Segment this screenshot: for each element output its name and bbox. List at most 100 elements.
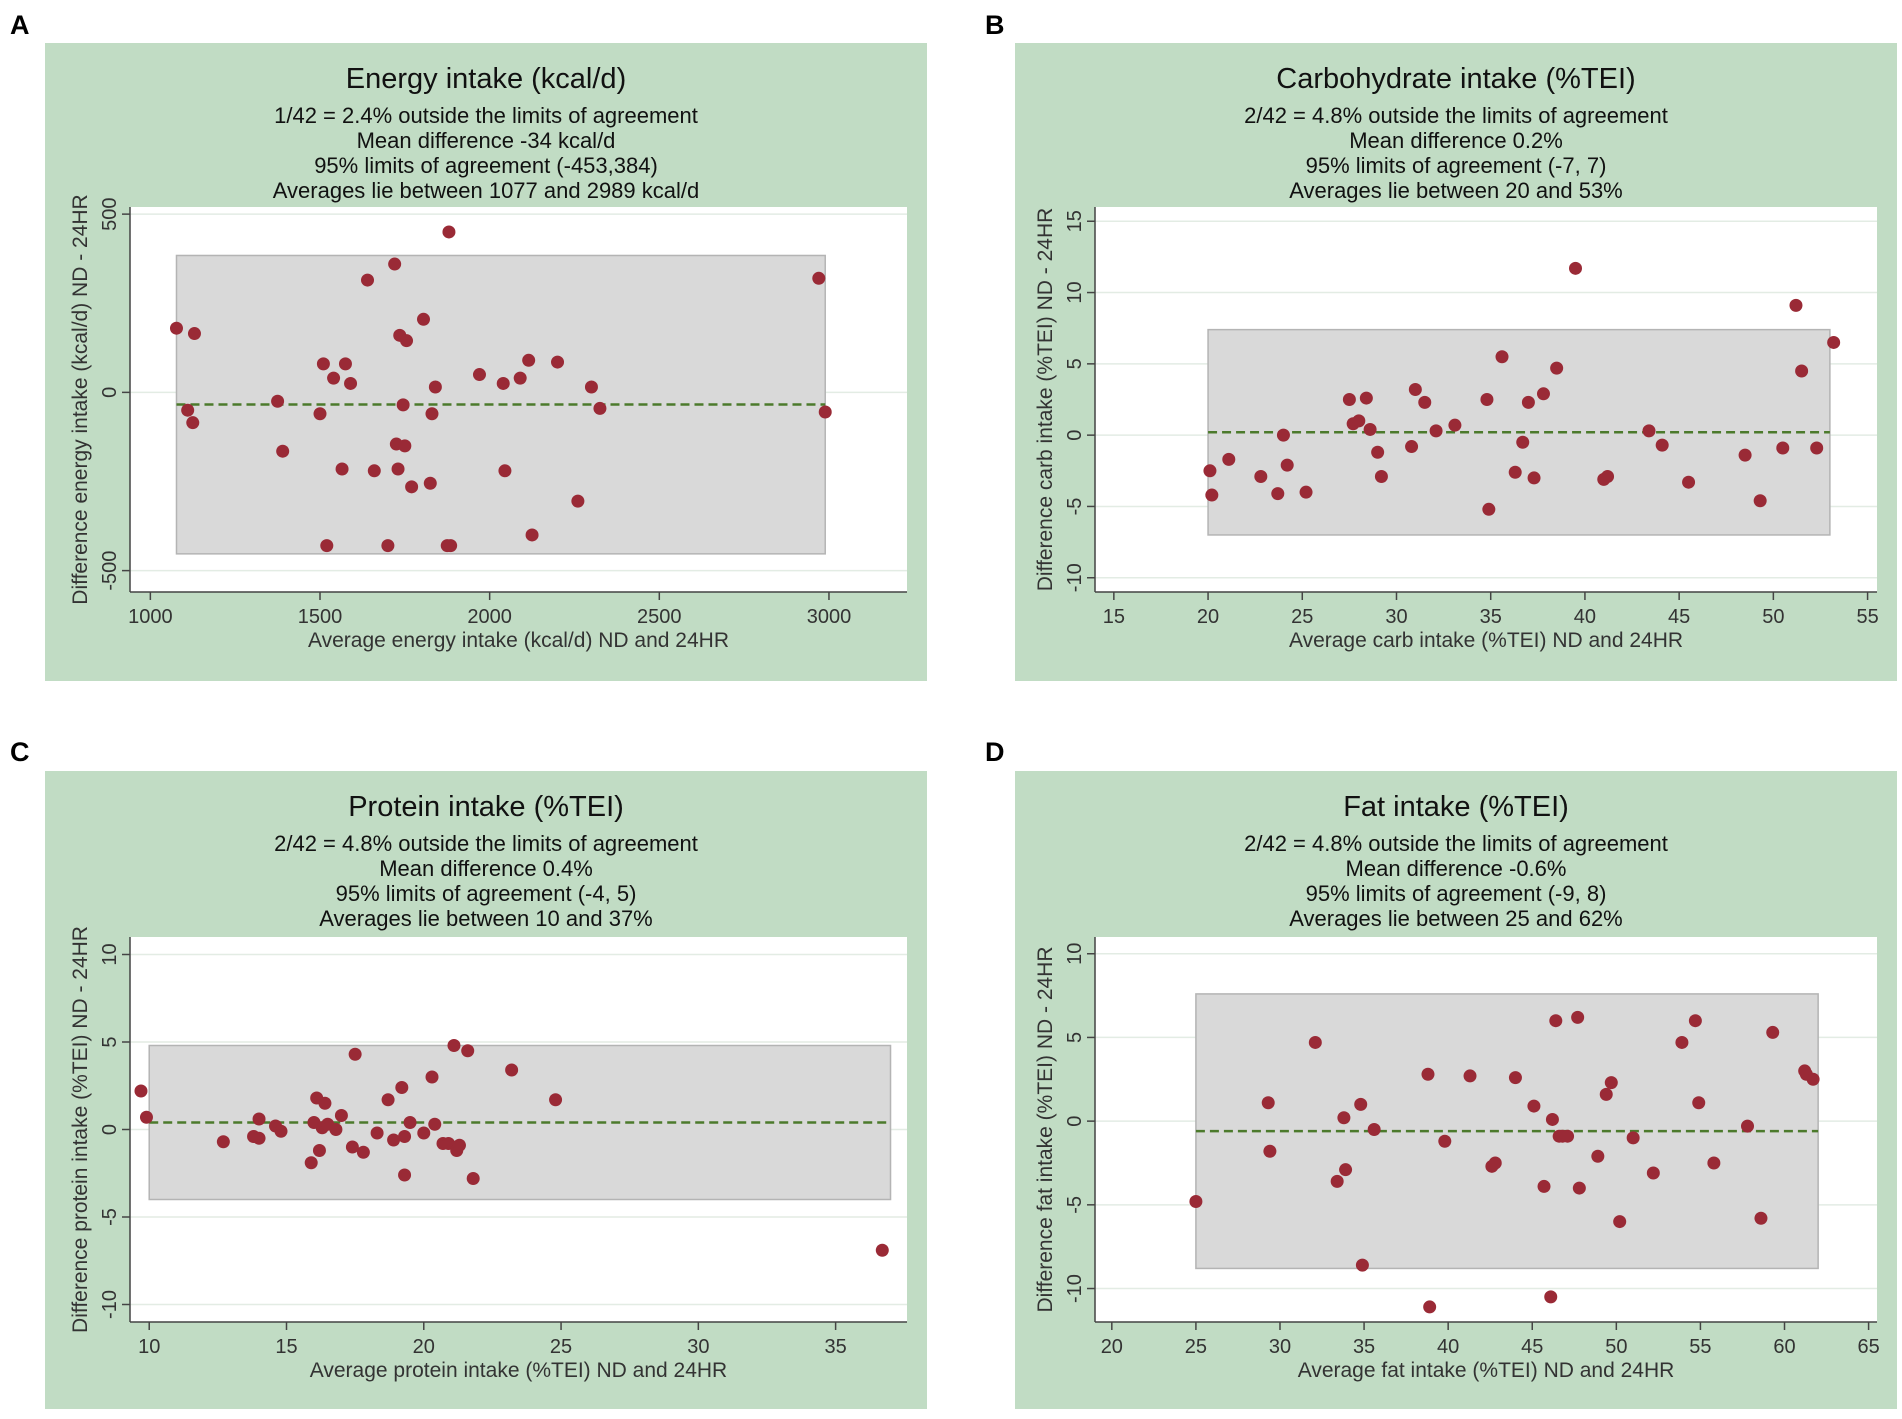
data-point xyxy=(1508,465,1522,479)
data-point xyxy=(1482,502,1496,516)
data-point xyxy=(1776,441,1790,455)
data-point xyxy=(1789,298,1803,312)
y-tick-label: 500 xyxy=(99,197,121,230)
data-point xyxy=(335,462,349,476)
y-tick-label: -5 xyxy=(1064,498,1086,516)
subtitle-line: Mean difference -34 kcal/d xyxy=(357,128,616,153)
x-tick-label: 35 xyxy=(1480,606,1502,628)
chart-title: Fat intake (%TEI) xyxy=(1343,791,1569,823)
y-tick-label: -10 xyxy=(99,1290,121,1319)
data-point xyxy=(1488,1156,1502,1170)
y-tick-label: -5 xyxy=(1064,1196,1086,1214)
panel-letter: C xyxy=(10,737,30,767)
subtitle-line: Mean difference 0.2% xyxy=(1349,128,1563,153)
x-tick-label: 55 xyxy=(1689,1336,1711,1358)
data-point xyxy=(522,353,536,367)
data-point xyxy=(1463,1069,1477,1083)
data-point xyxy=(276,444,290,458)
y-tick-label: 5 xyxy=(99,1036,121,1047)
data-point xyxy=(1418,395,1432,409)
subtitle-line: Averages lie between 20 and 53% xyxy=(1289,178,1623,203)
data-point xyxy=(329,1123,343,1136)
x-tick-label: 25 xyxy=(1291,606,1313,628)
x-tick-label: 2500 xyxy=(637,606,682,628)
data-point xyxy=(187,327,201,341)
data-point xyxy=(1806,1072,1820,1086)
data-point xyxy=(1682,475,1696,489)
data-point xyxy=(395,1081,409,1094)
data-point xyxy=(391,462,405,476)
data-point xyxy=(1738,448,1752,462)
data-point xyxy=(571,494,585,508)
data-point xyxy=(1795,364,1809,378)
data-point xyxy=(1508,1071,1522,1085)
data-point xyxy=(1261,1096,1275,1110)
subtitle-line: 95% limits of agreement (-7, 7) xyxy=(1306,153,1607,178)
x-axis-label: Average protein intake (%TEI) ND and 24H… xyxy=(310,1359,727,1382)
subtitle-line: Averages lie between 10 and 37% xyxy=(319,906,653,931)
data-point xyxy=(356,1145,370,1159)
x-tick-label: 1500 xyxy=(298,606,343,628)
y-tick-label: 0 xyxy=(1064,430,1086,441)
data-point xyxy=(1571,1010,1585,1024)
x-tick-label: 30 xyxy=(687,1336,709,1358)
data-point xyxy=(1655,438,1669,452)
data-point xyxy=(1405,440,1419,454)
data-point xyxy=(139,1110,153,1124)
data-point xyxy=(1330,1174,1344,1188)
data-point xyxy=(1521,395,1535,409)
panel-letter: A xyxy=(10,10,30,40)
subtitle-line: Averages lie between 25 and 62% xyxy=(1289,906,1623,931)
data-point xyxy=(1421,1067,1435,1081)
data-point xyxy=(304,1156,318,1170)
y-tick-label: 5 xyxy=(1064,358,1086,369)
panel-c: C Protein intake (%TEI) 2/42 = 4.8% outsid… xyxy=(10,737,927,1409)
data-point xyxy=(1516,435,1530,449)
data-point xyxy=(505,1063,519,1077)
x-tick-label: 30 xyxy=(1385,606,1407,628)
data-point xyxy=(1337,1111,1351,1125)
data-point xyxy=(1675,1035,1689,1049)
data-point xyxy=(1371,445,1385,459)
data-point xyxy=(1626,1131,1640,1145)
data-point xyxy=(1359,391,1373,405)
data-point xyxy=(1561,1129,1575,1143)
subtitle-line: Mean difference 0.4% xyxy=(379,856,593,881)
data-point xyxy=(367,464,381,478)
data-point xyxy=(496,376,510,390)
data-point xyxy=(1549,1014,1563,1028)
data-point xyxy=(1280,458,1294,472)
data-point xyxy=(417,1126,431,1140)
data-point xyxy=(312,1144,326,1157)
data-point xyxy=(1423,1300,1437,1314)
data-point xyxy=(452,1138,466,1152)
data-point xyxy=(498,464,512,478)
data-point xyxy=(428,1117,442,1131)
data-point xyxy=(1572,1181,1586,1195)
y-tick-label: 0 xyxy=(1064,1116,1086,1127)
data-point xyxy=(1299,485,1313,499)
data-point xyxy=(1527,471,1541,485)
data-point xyxy=(461,1044,475,1058)
x-tick-label: 10 xyxy=(138,1336,160,1358)
data-point xyxy=(216,1135,230,1149)
data-point xyxy=(1688,1014,1702,1028)
data-point xyxy=(1354,1097,1368,1111)
y-axis-label: Difference protein intake (%TEI) ND - 24… xyxy=(69,926,92,1333)
data-point xyxy=(1203,464,1217,478)
data-point xyxy=(1408,383,1422,397)
x-tick-label: 25 xyxy=(1185,1336,1207,1358)
data-point xyxy=(1604,1076,1618,1090)
data-point xyxy=(1599,1087,1613,1101)
data-point xyxy=(252,1112,266,1126)
data-point xyxy=(1707,1156,1721,1170)
data-point xyxy=(1692,1096,1706,1110)
data-point xyxy=(271,394,285,408)
data-point xyxy=(320,539,334,553)
subtitle-line: Mean difference -0.6% xyxy=(1346,856,1567,881)
x-tick-label: 50 xyxy=(1605,1336,1627,1358)
data-point xyxy=(584,380,598,394)
y-axis-label: Difference carb intake (%TEI) ND - 24HR xyxy=(1034,208,1057,592)
data-point xyxy=(252,1131,266,1145)
data-point xyxy=(1367,1123,1381,1136)
